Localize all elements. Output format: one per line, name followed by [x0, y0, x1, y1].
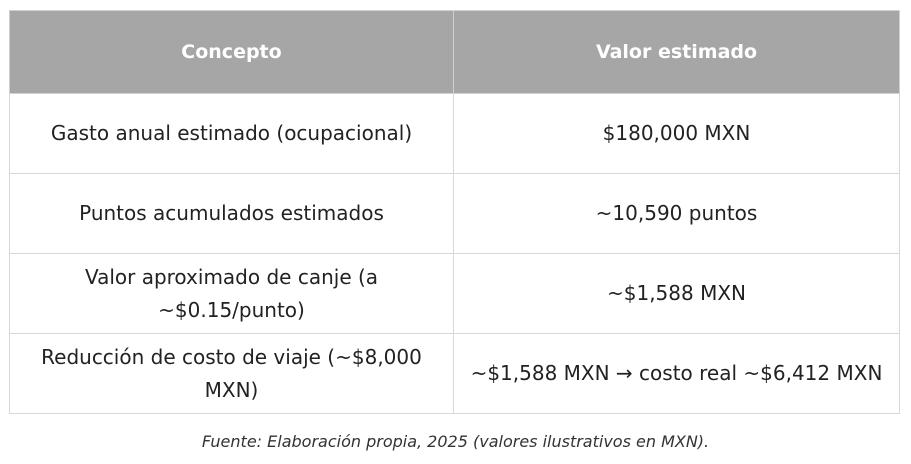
table-row: Valor aproximado de canje (a ~$0.15/punt… [9, 253, 900, 334]
table-cell: Gasto anual estimado (ocupacional) [9, 93, 454, 174]
table-cell: ~10,590 puntos [453, 173, 900, 254]
data-table: Concepto Valor estimado Gasto anual esti… [9, 10, 900, 414]
table-cell: $180,000 MXN [453, 93, 900, 174]
header-cell: Concepto [9, 10, 454, 94]
table-body: Gasto anual estimado (ocupacional) $180,0… [9, 93, 900, 414]
header-row: Concepto Valor estimado [9, 10, 900, 94]
table-cell: Puntos acumulados estimados [9, 173, 454, 254]
table-row: Reducción de costo de viaje (~$8,000 MXN… [9, 333, 900, 414]
table-row: Puntos acumulados estimados ~10,590 punto… [9, 173, 900, 254]
caption: Fuente: Elaboración propia, 2025 (valore… [201, 432, 710, 451]
table-cell: Reducción de costo de viaje (~$8,000 MXN… [9, 333, 454, 414]
table-cell: ~$1,588 MXN [453, 253, 900, 334]
table-cell: ~$1,588 MXN → costo real ~$6,412 MXN [453, 333, 900, 414]
header-cell: Valor estimado [453, 10, 900, 94]
table-row: Gasto anual estimado (ocupacional) $180,0… [9, 93, 900, 174]
table-cell: Valor aproximado de canje (a ~$0.15/punt… [9, 253, 454, 334]
